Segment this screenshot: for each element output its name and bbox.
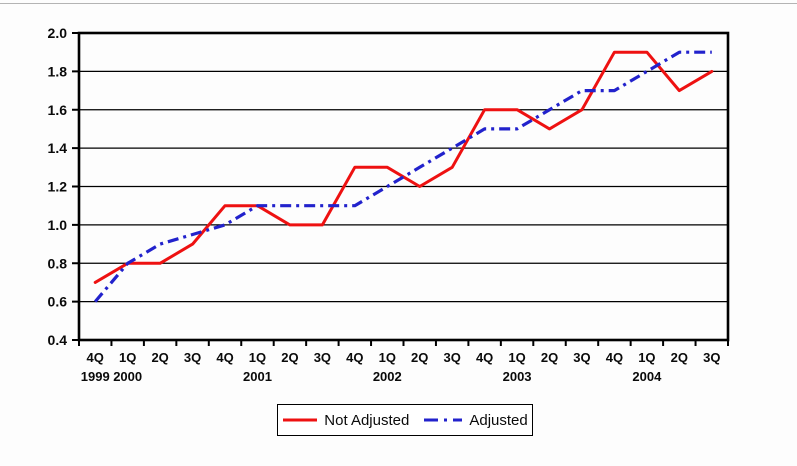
x-tick-label: 2Q: [281, 350, 298, 365]
legend-label-adjusted: Adjusted: [469, 411, 528, 429]
x-tick-label: 1Q: [119, 350, 136, 365]
x-tick-label: 1Q: [249, 350, 266, 365]
x-tick-label: 4Q: [606, 350, 623, 365]
y-tick-label: 1.2: [48, 179, 68, 195]
x-tick-label: 2Q: [541, 350, 558, 365]
x-year-label: 2001: [243, 369, 272, 384]
legend-label-not-adjusted: Not Adjusted: [324, 411, 410, 429]
x-tick-label: 1Q: [638, 350, 655, 365]
not-adjusted-line-swatch: [283, 418, 318, 422]
top-rule: [0, 3, 797, 4]
y-tick-label: 1.8: [48, 63, 68, 79]
x-tick-label: 4Q: [87, 350, 104, 365]
x-year-label: 2003: [503, 369, 532, 384]
x-tick-label: 2Q: [151, 350, 168, 365]
y-tick-label: 0.8: [48, 255, 68, 271]
adjusted-line-swatch: [424, 418, 463, 422]
x-tick-label: 1Q: [508, 350, 525, 365]
x-tick-label: 2Q: [671, 350, 688, 365]
x-tick-label: 3Q: [703, 350, 720, 365]
x-tick-label: 3Q: [184, 350, 201, 365]
legend-item-not-adjusted: Not Adjusted: [282, 413, 409, 428]
chart-legend: Not Adjusted Adjusted: [277, 404, 533, 436]
legend-item-adjusted: Adjusted: [423, 411, 528, 429]
x-year-label: 1999: [81, 369, 110, 384]
x-year-label: 2004: [632, 369, 662, 384]
not-adjusted-line: [93, 50, 714, 284]
y-tick-label: 1.6: [48, 102, 68, 118]
adjusted-line: [93, 50, 712, 303]
x-tick-label: 3Q: [314, 350, 331, 365]
x-year-label: 2000: [113, 369, 142, 384]
x-tick-label: 1Q: [379, 350, 396, 365]
y-tick-label: 1.0: [48, 217, 68, 233]
x-year-label: 2002: [373, 369, 402, 384]
x-tick-label: 4Q: [216, 350, 233, 365]
y-tick-label: 0.4: [48, 332, 68, 348]
y-tick-label: 0.6: [48, 294, 68, 310]
y-tick-label: 2.0: [48, 25, 68, 41]
x-tick-label: 2Q: [411, 350, 428, 365]
line-chart: 2.0 1.8 1.6 1.4 1.2 1.0 0.8 0.6 0.4 4Q 1Q 2Q 3Q 4Q 1Q 2…: [48, 25, 730, 384]
x-tick-label: 4Q: [346, 350, 363, 365]
x-tick-label: 4Q: [476, 350, 493, 365]
y-tick-label: 1.4: [48, 140, 68, 156]
x-tick-label: 3Q: [444, 350, 461, 365]
x-tick-label: 3Q: [573, 350, 590, 365]
